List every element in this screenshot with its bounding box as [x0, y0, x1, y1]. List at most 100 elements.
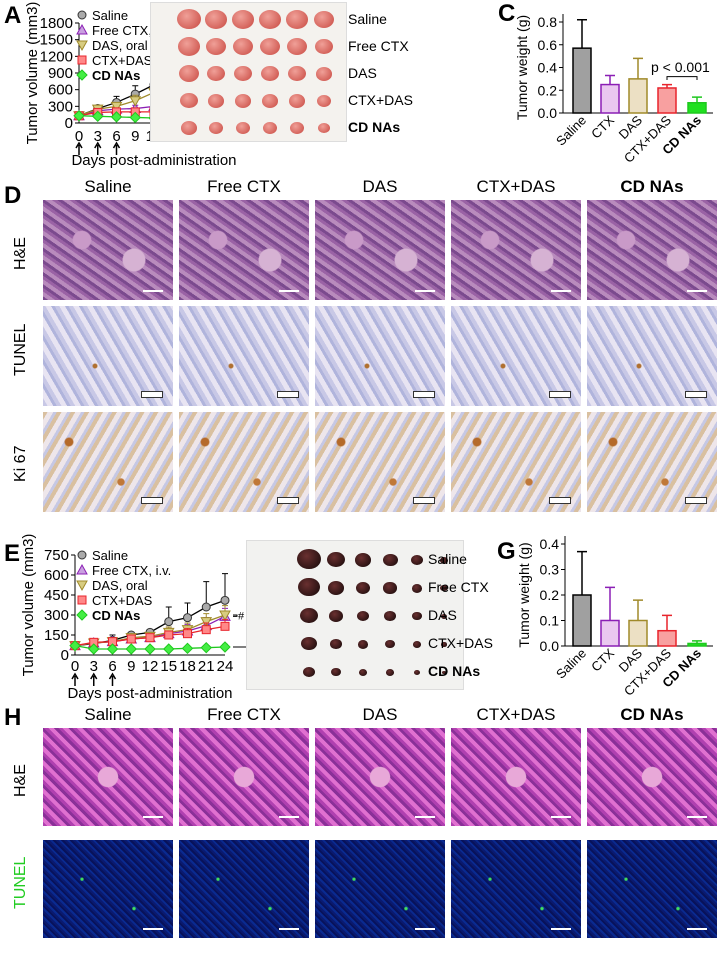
data-point	[144, 643, 156, 655]
micrograph	[587, 200, 717, 300]
tumor	[262, 94, 278, 108]
row-label: TUNEL	[12, 856, 29, 909]
micrograph	[315, 728, 445, 826]
photo-group-label: Saline	[428, 551, 467, 567]
photo-group-label: CTX+DAS	[348, 92, 413, 108]
y-tick-label: 1800	[40, 15, 73, 32]
micrograph	[43, 840, 173, 938]
x-axis-label: Days post-administration	[67, 685, 232, 702]
data-point	[110, 101, 123, 113]
tumor	[235, 94, 251, 108]
micrograph	[43, 412, 173, 512]
bar	[572, 594, 592, 647]
tumor-photo-b	[150, 2, 347, 142]
legend-label: Free CTX, i.v.	[92, 563, 171, 578]
tumor	[441, 670, 447, 675]
dosing-arrow	[94, 141, 102, 155]
tumor	[205, 10, 227, 29]
tumor	[263, 122, 277, 134]
error-bar	[605, 74, 615, 85]
tumor	[413, 669, 421, 676]
micrograph	[587, 412, 717, 512]
panel-label-c: C	[498, 0, 516, 27]
y-axis-label: Tumor weight (g)	[516, 542, 532, 647]
micrograph	[43, 200, 173, 300]
scale-bar	[415, 816, 435, 818]
y-tick-label: 0.4	[540, 536, 560, 552]
tumor	[355, 581, 371, 594]
tumor	[181, 121, 197, 135]
scale-bar	[685, 391, 707, 398]
y-tick-label: 0.8	[538, 14, 558, 30]
data-point	[220, 595, 230, 605]
data-point	[219, 610, 231, 622]
column-header: CTX+DAS	[476, 177, 556, 196]
data-point	[201, 625, 211, 635]
data-point	[77, 10, 87, 20]
data-point	[77, 550, 87, 560]
tumor	[441, 642, 447, 647]
data-point	[164, 617, 174, 627]
category-label: Saline	[553, 113, 589, 149]
data-point	[76, 563, 88, 575]
scale-bar	[277, 391, 299, 398]
dosing-arrow	[108, 672, 117, 686]
row-label: Ki 67	[12, 445, 29, 482]
micrograph	[179, 728, 309, 826]
micrograph	[587, 306, 717, 406]
scale-bar	[415, 928, 435, 930]
scale-bar	[279, 816, 299, 818]
y-tick-label: 750	[44, 547, 69, 564]
panel-label-a: A	[4, 2, 22, 29]
tumor	[314, 11, 334, 28]
x-tick-label: 6	[112, 128, 120, 145]
x-tick-label: 0	[75, 128, 83, 145]
micrograph	[43, 306, 173, 406]
data-point	[181, 642, 194, 655]
tumor	[356, 610, 370, 622]
scale-bar	[687, 928, 707, 930]
data-point	[69, 639, 81, 652]
x-tick-label: 9	[131, 128, 139, 145]
y-tick-label: 600	[44, 567, 69, 584]
significance-mark: #	[238, 611, 245, 623]
tumor	[236, 122, 250, 134]
category-label: CTX	[588, 112, 617, 141]
x-tick-label: 24	[217, 658, 234, 675]
y-axis-label: Tumor volume (mm3)	[24, 2, 41, 145]
error-bar	[633, 599, 643, 621]
y-tick-label: 0	[65, 115, 73, 132]
micrograph	[587, 840, 717, 938]
tumor-photo-f	[246, 540, 464, 690]
tumor	[261, 66, 279, 82]
tumor	[327, 552, 345, 568]
tumor	[233, 38, 253, 55]
photo-group-label: Free CTX	[428, 579, 489, 595]
scale-bar	[413, 391, 435, 398]
tumor	[386, 669, 394, 676]
row-label: TUNEL	[12, 323, 29, 376]
tumor	[206, 38, 226, 55]
micrograph	[179, 306, 309, 406]
tumor	[287, 38, 307, 55]
y-tick-label: 0	[61, 647, 69, 664]
y-tick-label: 450	[44, 587, 69, 604]
bar	[687, 102, 707, 114]
data-point	[76, 40, 88, 52]
category-label: CTX	[588, 645, 617, 674]
data-point	[164, 630, 174, 640]
y-tick-label: 0.3	[540, 562, 560, 578]
tumor	[288, 66, 306, 82]
micrograph	[179, 200, 309, 300]
tumor	[179, 65, 199, 82]
scale-bar	[551, 816, 571, 818]
data-point	[183, 613, 192, 623]
scale-bar	[279, 290, 299, 292]
bar	[657, 629, 677, 647]
column-header: CD NAs	[620, 177, 684, 196]
y-tick-label: 0.2	[540, 587, 560, 603]
tumor	[302, 666, 316, 678]
photo-group-label: DAS	[428, 607, 457, 623]
scale-bar	[687, 290, 707, 292]
micrograph	[451, 200, 581, 300]
